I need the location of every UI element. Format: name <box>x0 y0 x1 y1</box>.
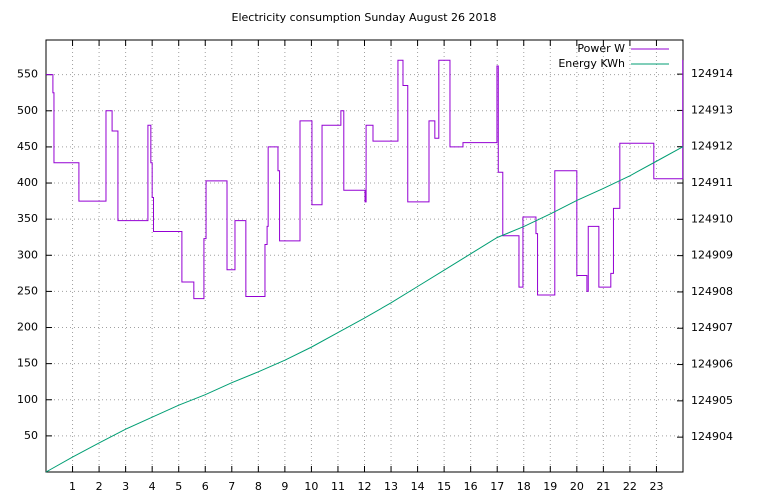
x-tick-label: 16 <box>464 480 478 493</box>
x-tick-label: 2 <box>96 480 103 493</box>
y2-tick-label: 124912 <box>691 140 733 153</box>
y-tick-label: 150 <box>17 357 38 370</box>
y2-tick-label: 124905 <box>691 394 733 407</box>
x-tick-label: 4 <box>149 480 156 493</box>
series-line <box>45 146 684 473</box>
x-tick-label: 3 <box>122 480 129 493</box>
x-tick-label: 18 <box>517 480 531 493</box>
x-tick-label: 8 <box>255 480 262 493</box>
y2-tick-label: 124909 <box>691 249 733 262</box>
y2-tick-label: 124914 <box>691 67 733 80</box>
x-tick-label: 9 <box>281 480 288 493</box>
x-tick-label: 15 <box>437 480 451 493</box>
x-tick-label: 19 <box>543 480 557 493</box>
chart-title: Electricity consumption Sunday August 26… <box>232 11 497 24</box>
y2-tick-label: 124907 <box>691 321 733 334</box>
x-tick-label: 6 <box>202 480 209 493</box>
y2-tick-label: 124913 <box>691 103 733 116</box>
x-tick-label: 13 <box>384 480 398 493</box>
y-tick-label: 50 <box>24 429 38 442</box>
y2-tick-label: 124910 <box>691 212 733 225</box>
y-tick-label: 450 <box>17 140 38 153</box>
y-tick-label: 550 <box>17 68 38 81</box>
y-tick-label: 100 <box>17 393 38 406</box>
y2-tick-label: 124908 <box>691 285 733 298</box>
x-tick-label: 21 <box>596 480 610 493</box>
y2-tick-label: 124904 <box>691 430 733 443</box>
legend-label: Power W <box>577 42 625 55</box>
y-tick-label: 300 <box>17 248 38 261</box>
x-tick-label: 17 <box>490 480 504 493</box>
y-tick-label: 400 <box>17 176 38 189</box>
y-tick-label: 350 <box>17 212 38 225</box>
y-tick-label: 200 <box>17 321 38 334</box>
x-tick-label: 20 <box>570 480 584 493</box>
x-tick-label: 1 <box>69 480 76 493</box>
x-tick-label: 7 <box>228 480 235 493</box>
y2-tick-label: 124906 <box>691 358 733 371</box>
x-tick-label: 22 <box>623 480 637 493</box>
x-tick-label: 5 <box>175 480 182 493</box>
x-tick-label: 23 <box>649 480 663 493</box>
legend-label: Energy KWh <box>558 57 625 70</box>
series-line <box>46 59 684 300</box>
x-tick-label: 10 <box>304 480 318 493</box>
x-tick-label: 11 <box>331 480 345 493</box>
x-tick-label: 12 <box>358 480 372 493</box>
y-tick-label: 250 <box>17 284 38 297</box>
x-tick-label: 14 <box>411 480 425 493</box>
y2-tick-label: 124911 <box>691 176 733 189</box>
y-tick-label: 500 <box>17 104 38 117</box>
plot-frame <box>45 39 684 473</box>
